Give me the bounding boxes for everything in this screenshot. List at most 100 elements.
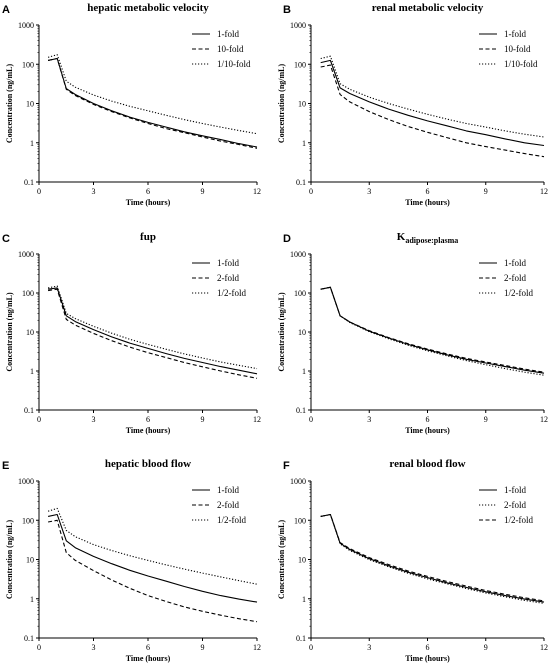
x-tick-label: 6 [426,415,430,424]
x-tick-label: 6 [146,643,150,652]
panel-letter: A [2,4,10,16]
x-tick-label: 9 [201,643,205,652]
x-tick-label: 12 [540,643,548,652]
y-tick-label: 0.1 [24,406,34,415]
y-tick-label: 1000 [18,250,34,259]
panel-title-subscript: adipose:plasma [405,236,458,245]
x-axis-label: Time (hours) [405,198,450,207]
y-tick-label: 1 [30,595,34,604]
y-tick-label: 1 [302,367,306,376]
legend-label: 1/2-fold [217,288,246,298]
legend-label: 10-fold [217,44,244,54]
legend-label: 1/10-fold [504,59,538,69]
chart-panel-d: D Kadipose:plasma 0.1 1 10 100 1000 0 3 6 9 12 Time … [277,231,548,435]
y-tick-label: 1000 [18,477,34,486]
x-tick-label: 0 [309,643,313,652]
series-line-2-fold [320,513,545,604]
x-axis-label: Time (hours) [405,654,450,663]
y-axis-label: Concentration (ng/mL) [5,64,14,144]
y-axis-label: Concentration (ng/mL) [5,520,14,600]
x-tick-label: 9 [201,415,205,424]
x-axis-label: Time (hours) [126,654,171,663]
y-tick-label: 1 [302,595,306,604]
series-line-2-fold [320,286,545,373]
panel-title-main: K [397,231,406,243]
panel-letter: C [2,233,10,245]
x-tick-label: 3 [92,187,96,196]
y-tick-label: 100 [294,289,306,298]
series-line-1-2-fold [320,513,545,602]
x-tick-label: 6 [146,187,150,196]
y-tick-label: 0.1 [24,634,34,643]
x-axis-label: Time (hours) [126,198,171,207]
y-tick-label: 100 [22,516,34,525]
panel-letter: B [283,4,291,16]
legend-label: 1-fold [217,485,239,495]
x-tick-label: 6 [426,643,430,652]
legend-label: 2-fold [217,500,239,510]
x-tick-label: 3 [92,415,96,424]
y-axis-label: Concentration (ng/mL) [277,520,286,600]
x-tick-label: 6 [426,187,430,196]
y-tick-label: 100 [22,289,34,298]
legend-label: 2-fold [504,500,526,510]
series-line-10-fold [320,64,545,158]
y-tick-label: 1 [302,139,306,148]
y-tick-label: 10 [26,100,34,109]
x-tick-label: 0 [309,187,313,196]
series-line-1-fold [320,286,545,374]
series-line-10-fold [47,57,258,149]
legend-label: 2-fold [504,273,526,283]
panel-title: Kadipose:plasma [397,231,458,245]
x-tick-label: 12 [253,187,261,196]
series-line-1-fold [47,57,258,148]
legend-label: 1-fold [504,258,526,268]
x-tick-label: 0 [309,415,313,424]
x-tick-label: 0 [37,643,41,652]
x-tick-label: 3 [367,187,371,196]
legend-label: 1/2-fold [504,515,533,525]
y-tick-label: 10 [298,100,306,109]
y-tick-label: 0.1 [24,178,34,187]
x-axis-label: Time (hours) [405,426,450,435]
y-tick-label: 1 [30,367,34,376]
y-tick-label: 1000 [290,477,306,486]
y-tick-label: 10 [298,556,306,565]
panel-title: hepatic metabolic velocity [87,2,209,14]
series-line-1-10-fold [47,54,258,135]
x-tick-label: 12 [253,415,261,424]
y-tick-label: 1000 [290,250,306,259]
panel-letter: D [283,233,291,245]
legend-label: 1/2-fold [217,515,246,525]
legend-label: 1-fold [217,258,239,268]
x-tick-label: 9 [484,187,488,196]
panel-letter: F [283,460,290,472]
legend-label: 1/2-fold [504,288,533,298]
y-tick-label: 0.1 [296,178,306,187]
y-tick-label: 0.1 [296,634,306,643]
y-tick-label: 10 [26,328,34,337]
panel-title: renal metabolic velocity [372,2,484,14]
y-axis-label: Concentration (ng/mL) [277,64,286,144]
x-tick-label: 9 [484,415,488,424]
x-axis-label: Time (hours) [126,426,171,435]
series-line-1-2-fold [47,285,258,370]
x-tick-label: 6 [146,415,150,424]
legend-label: 1-fold [217,29,239,39]
x-tick-label: 3 [92,643,96,652]
panel-letter: E [2,460,9,472]
x-tick-label: 3 [367,643,371,652]
legend-label: 1/10-fold [217,59,251,69]
y-tick-label: 10 [298,328,306,337]
y-tick-label: 100 [294,60,306,69]
legend-label: 2-fold [217,273,239,283]
series-line-2-fold [47,519,258,623]
x-tick-label: 9 [484,643,488,652]
panel-title: hepatic blood flow [105,458,191,470]
series-line-1-fold [48,287,258,375]
panel-title: fup [140,231,156,243]
